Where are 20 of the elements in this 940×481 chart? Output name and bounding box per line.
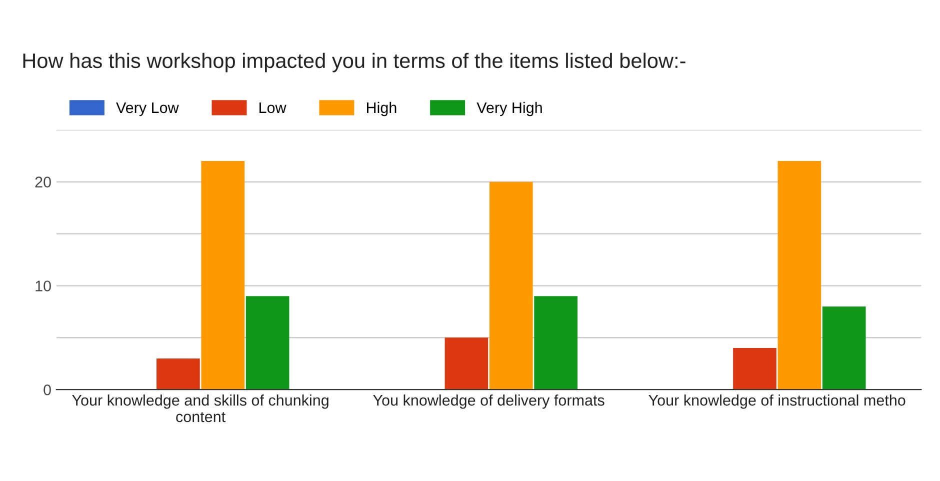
legend-label: Very High [476,102,542,116]
x-tick-label: Your knowledge and skills of chunking content [72,394,328,422]
bar [733,348,776,390]
chart-title: How has this workshop impacted you in terms of the items listed below:- [23,52,686,72]
legend-label: High [366,102,396,116]
bar [534,296,578,390]
x-tick-label: You knowledge of delivery formats [373,394,604,409]
legend-label: Very Low [116,102,179,116]
y-tick-label: 0 [44,384,51,396]
bar [246,296,290,390]
legend-label: Low [260,102,286,114]
bar [444,338,488,390]
bar [156,358,200,390]
bar [489,182,533,390]
y-tick-label: 20 [35,176,51,188]
y-tick-label: 10 [36,280,51,292]
x-tick-label: Your knowledge of instructional metho [648,394,906,409]
bar [778,161,822,390]
bar [201,161,245,390]
bar [822,306,866,390]
